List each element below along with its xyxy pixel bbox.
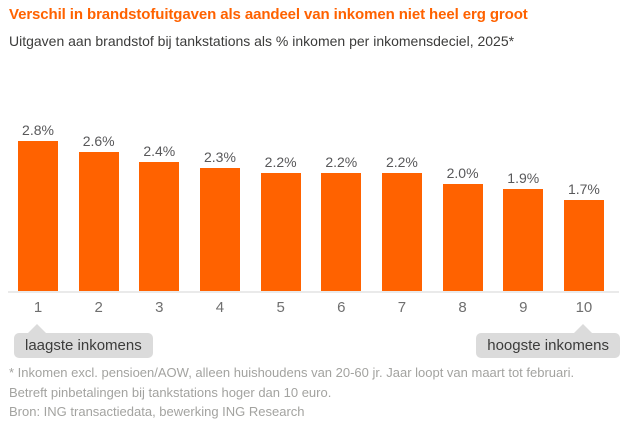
bar-column: 2.8% <box>16 122 60 292</box>
bar-value-label: 2.4% <box>143 143 176 159</box>
bar-column: 2.2% <box>380 154 424 292</box>
x-tick-label: 8 <box>458 299 467 316</box>
bar-value-label: 2.8% <box>22 122 54 138</box>
annotation-highest-incomes: hoogste inkomens <box>476 324 620 358</box>
bar-value-label: 2.0% <box>446 165 479 181</box>
x-axis-ticks: 1 2 3 4 5 6 7 8 9 10 <box>16 299 606 316</box>
x-tick-label: 3 <box>155 299 164 316</box>
bar-value-label: 2.6% <box>82 133 115 149</box>
bar-column: 2.2% <box>259 154 303 292</box>
x-tick-label: 1 <box>33 299 43 316</box>
x-tick-label: 4 <box>215 299 225 316</box>
bar <box>321 173 362 292</box>
bar <box>381 173 422 292</box>
bar <box>18 141 58 292</box>
bar <box>563 200 604 292</box>
footnote-line-1: * Inkomen excl. pensioen/AOW, alleen hui… <box>9 365 575 380</box>
bars-row: 2.8% 2.6% 2.4% 2.3% 2.2% 2.2% 2.2% 2.0% 1.9% 1.7% <box>16 110 606 292</box>
footnote-line-2: Betreft pinbetalingen bij tankstations h… <box>9 385 332 400</box>
bar <box>260 173 301 292</box>
bar-value-label: 2.2% <box>325 154 358 170</box>
bar-column: 1.9% <box>501 170 545 292</box>
bar-value-label: 1.9% <box>507 170 540 186</box>
bar-value-label: 1.7% <box>567 181 600 197</box>
x-tick-label: 10 <box>575 299 593 316</box>
bar-value-label: 2.2% <box>385 154 418 170</box>
bar-column: 2.6% <box>77 133 121 292</box>
bar <box>503 189 544 292</box>
x-axis-line <box>8 291 619 293</box>
bar-column: 2.3% <box>198 149 242 292</box>
bar <box>199 168 240 292</box>
bar-column: 2.0% <box>441 165 485 292</box>
chart-title: Verschil in brandstofuitgaven als aandee… <box>9 6 528 23</box>
bar-value-label: 2.2% <box>264 154 297 170</box>
bar <box>139 162 180 292</box>
bar-column: 1.7% <box>562 181 606 292</box>
bar-value-label: 2.3% <box>204 149 236 165</box>
x-tick-label: 5 <box>276 299 285 316</box>
x-tick-label: 9 <box>519 299 528 316</box>
source-line: Bron: ING transactiedata, bewerking ING … <box>9 404 305 419</box>
x-tick-label: 7 <box>397 299 407 316</box>
bar-column: 2.2% <box>319 154 363 292</box>
footnote: * Inkomen excl. pensioen/AOW, alleen hui… <box>9 363 621 403</box>
x-tick-label: 2 <box>94 299 103 316</box>
annotation-lowest-incomes: laagste inkomens <box>14 324 153 358</box>
bar-column: 2.4% <box>137 143 181 292</box>
bar <box>442 184 483 292</box>
chart-subtitle: Uitgaven aan brandstof bij tankstations … <box>9 33 515 49</box>
bar <box>78 152 119 292</box>
x-tick-label: 6 <box>337 299 346 316</box>
